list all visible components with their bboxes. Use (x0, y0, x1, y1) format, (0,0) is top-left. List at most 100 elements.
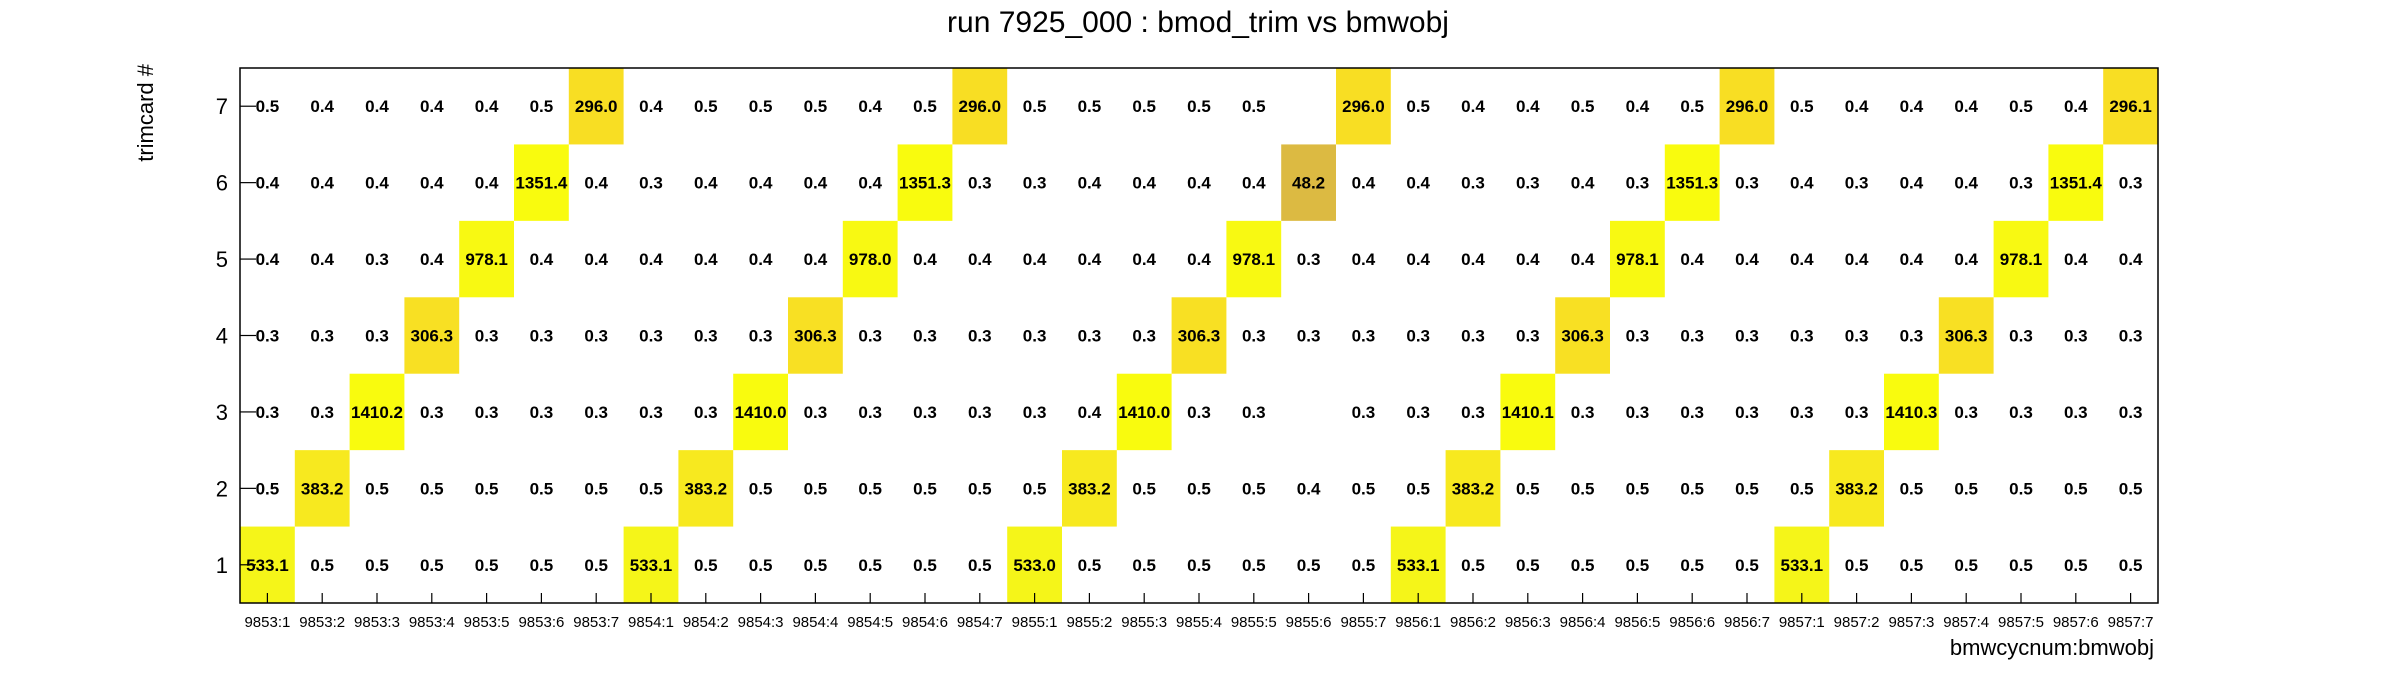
cell-value-label: 0.4 (1626, 97, 1650, 116)
cell-value-label: 0.5 (530, 97, 554, 116)
x-tick-label: 9857:1 (1779, 614, 1825, 631)
cell-value-label: 0.3 (1297, 327, 1321, 346)
heatmap-cell (1884, 373, 1939, 451)
cell-value-label: 296.0 (1726, 97, 1769, 116)
cell-value-label: 0.4 (1297, 479, 1321, 498)
cell-value-label: 0.5 (256, 97, 280, 116)
heatmap-cell (623, 526, 679, 603)
x-tick-label: 9853:6 (518, 614, 564, 631)
cell-value-label: 0.5 (1626, 479, 1650, 498)
heatmap-cell (1555, 297, 1610, 374)
cell-value-label: 0.5 (694, 97, 718, 116)
x-tick-label: 9857:6 (2053, 614, 2099, 631)
cell-value-label: 0.3 (2119, 327, 2143, 346)
cell-value-label: 306.3 (1561, 327, 1604, 346)
heatmap-cell (2103, 68, 2158, 145)
cell-value-label: 0.3 (1626, 403, 1650, 422)
cell-value-label: 0.5 (2009, 97, 2033, 116)
x-tick-label: 9855:1 (1012, 614, 1058, 631)
cell-value-label: 1351.3 (1666, 174, 1718, 193)
cell-value-label: 0.3 (310, 327, 334, 346)
cell-value-label: 0.4 (1845, 97, 1869, 116)
cell-value-label: 0.3 (2064, 327, 2088, 346)
heatmap-cell (568, 68, 624, 145)
cell-value-label: 1410.3 (1885, 403, 1937, 422)
cell-value-label: 0.3 (1680, 327, 1704, 346)
cell-value-label: 0.5 (1242, 556, 1266, 575)
cell-value-label: 0.4 (1900, 174, 1924, 193)
cell-value-label: 0.3 (365, 327, 389, 346)
cell-value-label: 978.1 (1616, 250, 1659, 269)
cell-value-label: 0.5 (2009, 556, 2033, 575)
cell-value-label: 0.5 (1571, 556, 1595, 575)
cell-value-label: 0.4 (420, 250, 444, 269)
cell-value-label: 1410.0 (1118, 403, 1170, 422)
cell-value-label: 0.5 (1680, 479, 1704, 498)
cell-value-label: 0.5 (1626, 556, 1650, 575)
heatmap-cell (678, 450, 734, 527)
cell-value-label: 383.2 (1452, 479, 1495, 498)
cell-value-label: 0.4 (1078, 250, 1102, 269)
y-tick-label: 6 (216, 171, 228, 196)
cell-value-label: 0.4 (256, 174, 280, 193)
heatmap-cell (1116, 373, 1172, 451)
cell-value-label: 1351.4 (2050, 174, 2103, 193)
heatmap-cell (1336, 68, 1391, 145)
x-tick-label: 9854:4 (792, 614, 838, 631)
cell-value-label: 0.4 (1516, 97, 1540, 116)
cell-value-label: 0.4 (639, 97, 663, 116)
cell-value-label: 0.3 (1297, 250, 1321, 269)
cell-value-label: 0.5 (420, 479, 444, 498)
cell-value-label: 0.5 (694, 556, 718, 575)
cell-value-label: 0.5 (1571, 479, 1595, 498)
cell-value-label: 0.3 (1352, 327, 1376, 346)
cell-value-label: 0.5 (749, 479, 773, 498)
heatmap-cell (514, 144, 569, 221)
cell-value-label: 0.3 (749, 327, 773, 346)
x-tick-label: 9855:3 (1121, 614, 1167, 631)
cell-value-label: 0.5 (1790, 479, 1814, 498)
cell-value-label: 0.4 (1461, 97, 1485, 116)
cell-value-label: 0.4 (1078, 403, 1102, 422)
y-tick-label: 4 (216, 324, 228, 349)
cell-value-label: 0.4 (1078, 174, 1102, 193)
cell-value-label: 0.5 (1954, 479, 1978, 498)
cell-value-label: 0.4 (1954, 250, 1978, 269)
cell-value-label: 533.1 (1397, 556, 1440, 575)
cell-value-label: 0.3 (2119, 403, 2143, 422)
cell-value-label: 0.3 (1845, 327, 1869, 346)
cell-value-label: 0.3 (1845, 174, 1869, 193)
cell-value-label: 0.3 (804, 403, 828, 422)
cell-value-label: 0.5 (1187, 97, 1211, 116)
cell-value-label: 0.5 (1242, 479, 1266, 498)
cell-value-label: 0.3 (968, 327, 992, 346)
cell-value-label: 0.4 (1735, 250, 1759, 269)
cell-value-label: 0.5 (1516, 479, 1540, 498)
cell-value-label: 1410.0 (735, 403, 787, 422)
cell-value-label: 0.5 (749, 97, 773, 116)
cell-value-label: 0.3 (1023, 174, 1047, 193)
y-tick-label: 2 (216, 476, 228, 501)
x-tick-label: 9855:2 (1066, 614, 1112, 631)
cell-value-label: 0.3 (639, 174, 663, 193)
cell-value-label: 0.3 (968, 174, 992, 193)
cell-value-label: 0.4 (1790, 250, 1814, 269)
cell-value-label: 0.5 (584, 556, 608, 575)
cell-value-label: 0.4 (475, 97, 499, 116)
cell-value-label: 0.3 (1571, 403, 1595, 422)
cell-value-label: 0.4 (1187, 250, 1211, 269)
cell-value-label: 0.4 (1187, 174, 1211, 193)
cell-value-label: 0.5 (2119, 556, 2143, 575)
cell-value-label: 0.3 (968, 403, 992, 422)
x-tick-label: 9853:2 (299, 614, 345, 631)
y-tick-label: 5 (216, 247, 228, 272)
cell-value-label: 0.5 (1680, 97, 1704, 116)
cell-value-label: 0.5 (1571, 97, 1595, 116)
cell-value-label: 0.3 (1132, 327, 1156, 346)
heatmap-cell-labels: 533.1 0.5 0.5 0.5 0.5 0.5 0.5 533.1 0.5 0.5 0.5 0.5… (246, 97, 2152, 575)
cell-value-label: 0.3 (2064, 403, 2088, 422)
cell-value-label: 0.4 (365, 174, 389, 193)
heatmap-cell (788, 297, 843, 374)
